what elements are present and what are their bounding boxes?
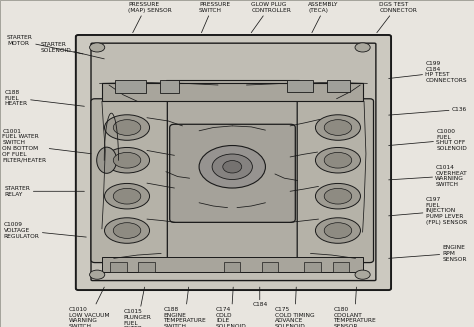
Text: C188
FUEL
HEATER: C188 FUEL HEATER [5, 90, 84, 106]
Ellipse shape [90, 270, 105, 279]
Ellipse shape [355, 270, 370, 279]
Bar [138, 262, 155, 272]
Ellipse shape [324, 188, 352, 204]
FancyBboxPatch shape [91, 99, 167, 263]
Text: C1001
FUEL WATER
SWITCH
ON BOTTOM
OF FUEL
FILTER/HEATER: C1001 FUEL WATER SWITCH ON BOTTOM OF FUE… [2, 129, 91, 163]
Text: C180
COOLANT
TEMPERATURE
SENSOR: C180 COOLANT TEMPERATURE SENSOR [333, 287, 376, 327]
Ellipse shape [104, 147, 150, 173]
Text: ENGINE
RPM
SENSOR: ENGINE RPM SENSOR [389, 245, 467, 262]
FancyBboxPatch shape [91, 43, 376, 281]
Ellipse shape [324, 152, 352, 168]
Ellipse shape [324, 120, 352, 135]
Ellipse shape [113, 188, 141, 204]
Bar [115, 80, 146, 93]
Text: C199
C184
HP TEST
CONNECTORS: C199 C184 HP TEST CONNECTORS [389, 61, 467, 83]
Text: C191
BAROMETRIC
ABSOLUTE
PRESSURE
(MAP) SENSOR: C191 BAROMETRIC ABSOLUTE PRESSURE (MAP) … [128, 0, 172, 33]
Ellipse shape [104, 115, 150, 140]
Bar [287, 80, 313, 92]
Text: C1010
LOW VACUUM
WARNING
SWITCH: C1010 LOW VACUUM WARNING SWITCH [69, 287, 109, 327]
Ellipse shape [223, 161, 242, 173]
Text: C143
DGS TEST
CONNECTOR: C143 DGS TEST CONNECTOR [377, 0, 417, 33]
Ellipse shape [316, 183, 360, 209]
Text: STARTER
MOTOR: STARTER MOTOR [7, 35, 83, 54]
Text: STARTER
SOLENOID: STARTER SOLENOID [40, 42, 104, 59]
Text: C197
FUEL
INJECTION
PUMP LEVER
(FPL) SENSOR: C197 FUEL INJECTION PUMP LEVER (FPL) SEN… [389, 197, 467, 225]
Text: C136: C136 [389, 107, 467, 115]
Ellipse shape [97, 147, 117, 173]
Bar [110, 262, 127, 272]
Ellipse shape [199, 146, 265, 188]
Text: C174
COLD
IDLE
SOLENOID: C174 COLD IDLE SOLENOID [216, 287, 246, 327]
Text: C184: C184 [252, 287, 267, 307]
Text: C1009
VOLTAGE
REGULATOR: C1009 VOLTAGE REGULATOR [4, 222, 86, 239]
Ellipse shape [113, 152, 141, 168]
Bar [102, 83, 363, 101]
Bar [327, 80, 350, 92]
Ellipse shape [104, 218, 150, 243]
Text: C175
COLD TIMING
ADVANCE
SOLENOID: C175 COLD TIMING ADVANCE SOLENOID [275, 287, 315, 327]
Ellipse shape [212, 154, 252, 180]
FancyBboxPatch shape [76, 35, 391, 290]
Ellipse shape [316, 115, 360, 140]
Ellipse shape [324, 223, 352, 238]
Bar [102, 257, 363, 272]
Text: C1337
TRANSMISSION
ELECTRONIC
CONTROL
ASSEMBLY
(TECA): C1337 TRANSMISSION ELECTRONIC CONTROL AS… [308, 0, 353, 33]
FancyBboxPatch shape [170, 124, 295, 222]
Ellipse shape [113, 120, 141, 135]
Text: C1014
OVERHEAT
WARNING
SWITCH: C1014 OVERHEAT WARNING SWITCH [389, 165, 467, 187]
Bar [304, 262, 321, 272]
Text: C135
OIL
PRESSURE
SWITCH: C135 OIL PRESSURE SWITCH [199, 0, 230, 33]
FancyBboxPatch shape [297, 99, 374, 263]
Bar [333, 262, 349, 272]
Bar [160, 80, 179, 93]
Ellipse shape [104, 183, 150, 209]
Text: C1015
PLUNGER
FUEL
FILTER
SWITCH: C1015 PLUNGER FUEL FILTER SWITCH [124, 287, 151, 327]
Ellipse shape [316, 147, 360, 173]
Bar [166, 80, 299, 263]
Ellipse shape [113, 223, 141, 238]
Bar [262, 262, 278, 272]
Text: C188
ENGINE
TEMPERATURE
SWITCH: C188 ENGINE TEMPERATURE SWITCH [164, 287, 206, 327]
Bar [224, 262, 240, 272]
Text: C1000
FUEL
SHUT OFF
SOLENOID: C1000 FUEL SHUT OFF SOLENOID [389, 129, 467, 151]
Text: STARTER
RELAY: STARTER RELAY [5, 186, 84, 197]
Ellipse shape [90, 43, 105, 52]
Text: C1003
GLOW PLUG
CONTROLLER: C1003 GLOW PLUG CONTROLLER [251, 0, 291, 33]
Ellipse shape [355, 43, 370, 52]
Ellipse shape [316, 218, 360, 243]
